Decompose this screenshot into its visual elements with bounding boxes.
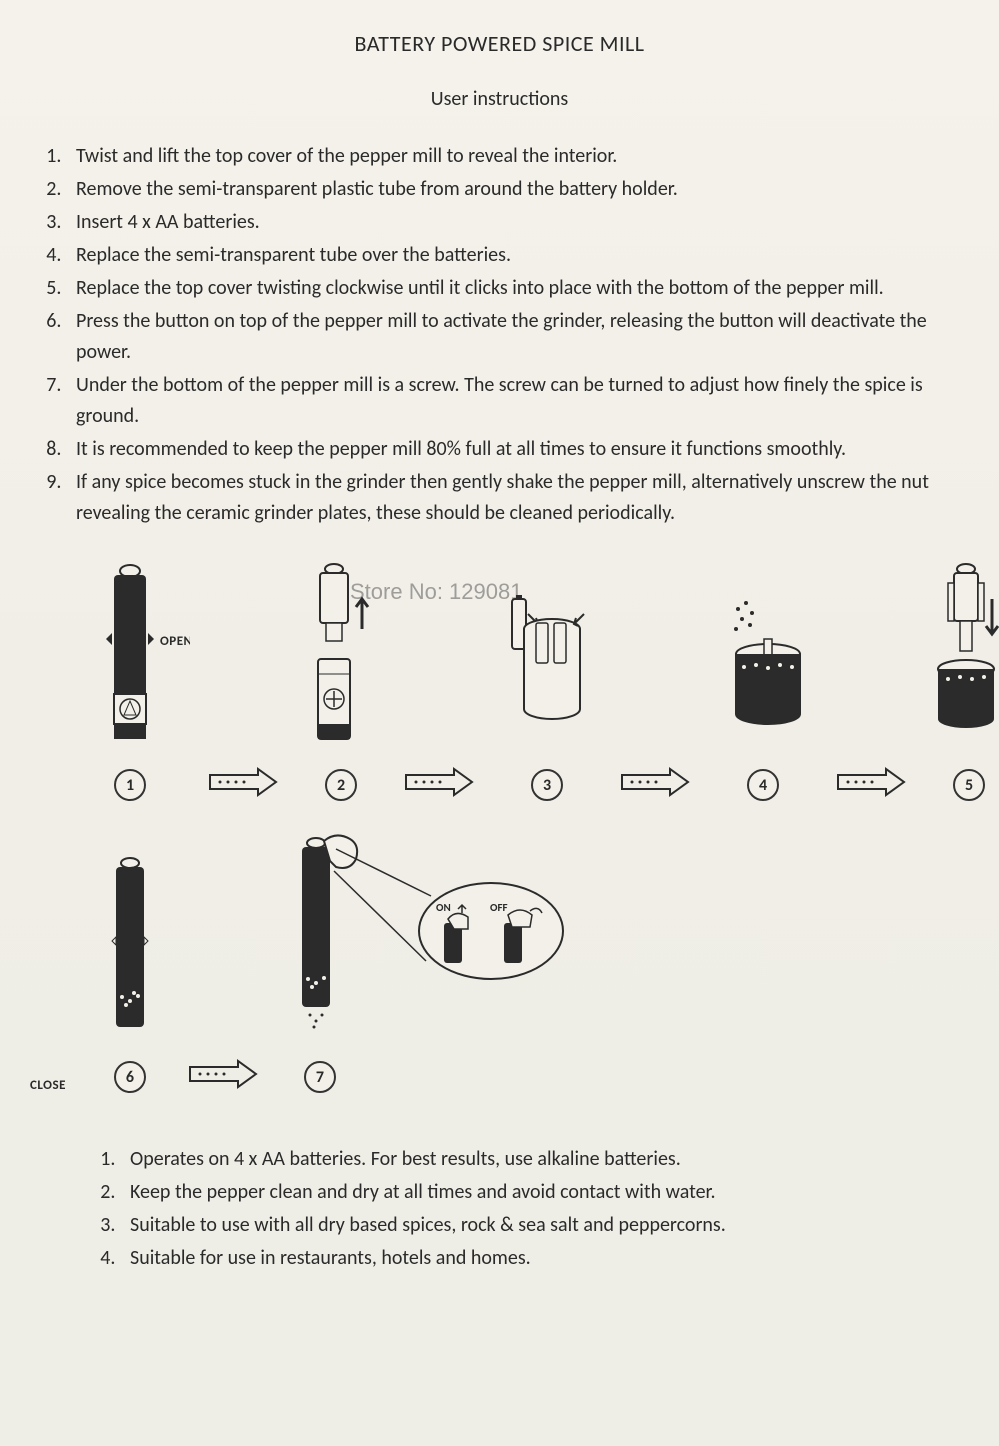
mill-top-lifted-icon: [296, 559, 386, 759]
arrow-icon: [404, 767, 474, 801]
mill-reassemble-icon: [924, 559, 999, 759]
note-item: Suitable for use in restaurants, hotels …: [120, 1242, 979, 1275]
diagram-area: Store No: 129081 OPEN 1: [30, 559, 969, 1093]
step-number: 3: [531, 769, 563, 801]
diagram-step-1: OPEN 1: [70, 559, 190, 801]
document-subtitle: User instructions: [20, 87, 979, 111]
step-number: 1: [114, 769, 146, 801]
instruction-item: It is recommended to keep the pepper mil…: [66, 434, 979, 465]
step-number: 4: [747, 769, 779, 801]
instruction-item: Twist and lift the top cover of the pepp…: [66, 141, 979, 172]
diagram-step-6: 6: [90, 851, 170, 1093]
arrow-icon: [188, 1059, 258, 1093]
battery-holder-icon: [492, 559, 602, 759]
diagram-step-3: 3: [492, 559, 602, 801]
open-label: OPEN: [160, 634, 190, 649]
arrow-icon: [620, 767, 690, 801]
arrow-icon: [208, 767, 278, 801]
spice-fill-icon: [708, 559, 818, 759]
notes-list: Operates on 4 x AA batteries. For best r…: [20, 1143, 979, 1275]
diagram-step-2: 2: [296, 559, 386, 801]
step-number: 5: [953, 769, 985, 801]
instruction-item: Under the bottom of the pepper mill is a…: [66, 370, 979, 432]
instruction-item: Remove the semi-transparent plastic tube…: [66, 174, 979, 205]
instruction-list: Twist and lift the top cover of the pepp…: [20, 141, 979, 529]
diagram-step-4: 4: [708, 559, 818, 801]
instruction-item: Replace the top cover twisting clockwise…: [66, 273, 979, 304]
note-item: Operates on 4 x AA batteries. For best r…: [120, 1143, 979, 1176]
arrow-icon: [836, 767, 906, 801]
on-label: ON: [436, 901, 451, 914]
mill-operate-icon: ON OFF: [276, 831, 576, 1051]
step-number: 7: [304, 1061, 336, 1093]
instruction-item: Press the button on top of the pepper mi…: [66, 306, 979, 368]
diagram-step-5: 5: [924, 559, 999, 801]
mill-closed-icon: OPEN: [70, 559, 190, 759]
step-number: 2: [325, 769, 357, 801]
document-page: BATTERY POWERED SPICE MILL User instruct…: [0, 0, 999, 1446]
instruction-item: Replace the semi-transparent tube over t…: [66, 240, 979, 271]
diagram-step-7: ON OFF 7: [276, 831, 576, 1093]
instruction-item: If any spice becomes stuck in the grinde…: [66, 467, 979, 529]
instruction-item: Insert 4 x AA batteries.: [66, 207, 979, 238]
diagram-row-1: OPEN 1: [30, 559, 969, 801]
close-label: CLOSE: [30, 1078, 66, 1093]
note-item: Suitable to use with all dry based spice…: [120, 1209, 979, 1242]
diagram-row-2: CLOSE 6: [30, 831, 969, 1093]
off-label: OFF: [490, 901, 508, 914]
note-item: Keep the pepper clean and dry at all tim…: [120, 1176, 979, 1209]
close-label-holder: CLOSE: [30, 1078, 72, 1093]
document-title: BATTERY POWERED SPICE MILL: [20, 30, 979, 57]
step-number: 6: [114, 1061, 146, 1093]
mill-closed-filled-icon: [90, 851, 170, 1051]
